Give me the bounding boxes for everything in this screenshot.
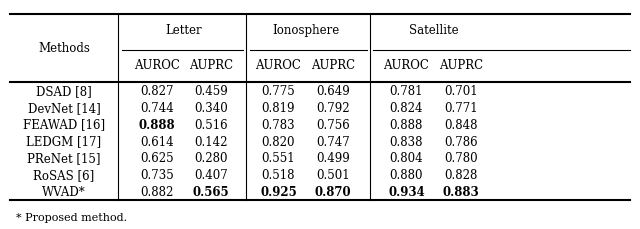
Text: AUROC: AUROC bbox=[134, 59, 180, 72]
Text: Ionosphere: Ionosphere bbox=[272, 24, 339, 37]
Text: 0.827: 0.827 bbox=[140, 85, 173, 97]
Text: 0.780: 0.780 bbox=[444, 152, 477, 165]
Text: Satellite: Satellite bbox=[409, 24, 458, 37]
Text: 0.820: 0.820 bbox=[262, 135, 295, 148]
Text: AUPRC: AUPRC bbox=[439, 59, 483, 72]
Text: AUPRC: AUPRC bbox=[311, 59, 355, 72]
Text: 0.499: 0.499 bbox=[316, 152, 349, 165]
Text: 0.792: 0.792 bbox=[316, 101, 349, 114]
Text: 0.518: 0.518 bbox=[262, 169, 295, 182]
Text: 0.882: 0.882 bbox=[140, 185, 173, 198]
Text: 0.781: 0.781 bbox=[390, 85, 423, 97]
Text: 0.888: 0.888 bbox=[138, 118, 175, 131]
Text: DevNet [14]: DevNet [14] bbox=[28, 101, 100, 114]
Text: 0.142: 0.142 bbox=[195, 135, 228, 148]
Text: 0.701: 0.701 bbox=[444, 85, 477, 97]
Text: 0.614: 0.614 bbox=[140, 135, 173, 148]
Text: 0.824: 0.824 bbox=[390, 101, 423, 114]
Text: Methods: Methods bbox=[38, 42, 90, 55]
Text: 0.848: 0.848 bbox=[444, 118, 477, 131]
Text: 0.925: 0.925 bbox=[260, 185, 297, 198]
Text: 0.340: 0.340 bbox=[195, 101, 228, 114]
Text: 0.804: 0.804 bbox=[390, 152, 423, 165]
Text: 0.551: 0.551 bbox=[262, 152, 295, 165]
Text: 0.280: 0.280 bbox=[195, 152, 228, 165]
Text: 0.407: 0.407 bbox=[195, 169, 228, 182]
Text: 0.501: 0.501 bbox=[316, 169, 349, 182]
Text: FEAWAD [16]: FEAWAD [16] bbox=[23, 118, 105, 131]
Text: WVAD*: WVAD* bbox=[42, 185, 86, 198]
Text: 0.775: 0.775 bbox=[262, 85, 295, 97]
Text: 0.516: 0.516 bbox=[195, 118, 228, 131]
Text: 0.649: 0.649 bbox=[316, 85, 349, 97]
Text: 0.756: 0.756 bbox=[316, 118, 349, 131]
Text: 0.888: 0.888 bbox=[390, 118, 423, 131]
Text: AUPRC: AUPRC bbox=[189, 59, 233, 72]
Text: 0.883: 0.883 bbox=[442, 185, 479, 198]
Text: 0.735: 0.735 bbox=[140, 169, 173, 182]
Text: 0.819: 0.819 bbox=[262, 101, 295, 114]
Text: 0.565: 0.565 bbox=[193, 185, 230, 198]
Text: 0.625: 0.625 bbox=[140, 152, 173, 165]
Text: AUROC: AUROC bbox=[255, 59, 301, 72]
Text: Letter: Letter bbox=[166, 24, 202, 37]
Text: 0.459: 0.459 bbox=[195, 85, 228, 97]
Text: 0.783: 0.783 bbox=[262, 118, 295, 131]
Text: PReNet [15]: PReNet [15] bbox=[28, 152, 100, 165]
Text: 0.838: 0.838 bbox=[390, 135, 423, 148]
Text: DSAD [8]: DSAD [8] bbox=[36, 85, 92, 97]
Text: 0.828: 0.828 bbox=[444, 169, 477, 182]
Text: 0.744: 0.744 bbox=[140, 101, 173, 114]
Text: RoSAS [6]: RoSAS [6] bbox=[33, 169, 95, 182]
Text: * Proposed method.: * Proposed method. bbox=[16, 213, 127, 223]
Text: 0.870: 0.870 bbox=[314, 185, 351, 198]
Text: 0.771: 0.771 bbox=[444, 101, 477, 114]
Text: 0.934: 0.934 bbox=[388, 185, 425, 198]
Text: 0.786: 0.786 bbox=[444, 135, 477, 148]
Text: LEDGM [17]: LEDGM [17] bbox=[26, 135, 102, 148]
Text: AUROC: AUROC bbox=[383, 59, 429, 72]
Text: 0.747: 0.747 bbox=[316, 135, 349, 148]
Text: 0.880: 0.880 bbox=[390, 169, 423, 182]
